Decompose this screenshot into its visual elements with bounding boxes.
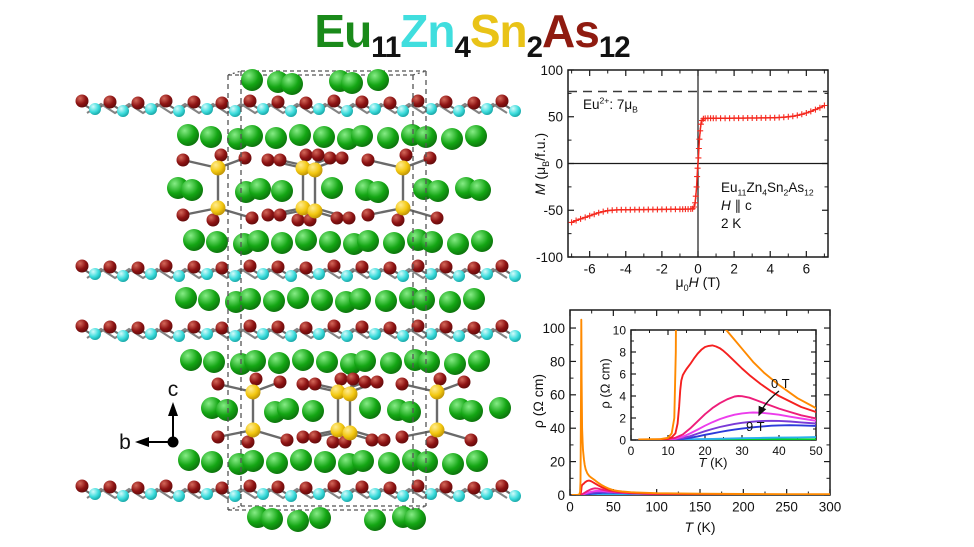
svg-text:2: 2 [619,411,626,425]
series-curves [571,318,830,495]
svg-text:150: 150 [689,500,712,515]
field-label-9T: 9 T [746,419,765,434]
sn2as6-unit [395,372,478,449]
svg-text:-50: -50 [543,203,563,218]
resistivity-panel: 0 50 100 150 200 250 300 0 20 40 60 80 100 0 10 20 30 40 5… [528,300,974,547]
svg-text:-2: -2 [656,262,668,277]
svg-text:2: 2 [730,262,738,277]
sn2as6-double-unit [261,148,356,227]
tick-labels: 0 10 20 30 40 50 0 2 4 6 8 10 [613,323,823,458]
svg-text:4: 4 [766,262,774,277]
mh-x-axis-label: μ0H (T) [675,274,721,293]
tick-labels: -6 -4 -2 0 2 4 6 -100 -50 0 50 100 [536,63,810,277]
c-axis-label: c [168,378,179,401]
unit-cell-vertical-edges [227,71,427,510]
svg-text:50: 50 [548,110,563,125]
sample-annotation: Eu11Zn4Sn2As12 H ∥ c 2 K [721,179,814,234]
svg-text:100: 100 [540,63,563,78]
svg-text:200: 200 [732,500,755,515]
svg-text:4: 4 [619,389,626,403]
svg-text:300: 300 [819,500,842,515]
temperature-label: 2 K [721,216,742,232]
magnetization-panel: -6 -4 -2 0 2 4 6 -100 -50 0 50 100 M (μB/f.u.) μ0H … [528,55,974,300]
sn2as6-double-unit [296,372,391,449]
eu-atom-row [177,124,487,150]
series-curves [638,330,816,440]
svg-text:60: 60 [550,388,565,403]
svg-text:-4: -4 [620,262,632,277]
inset-y-axis-label: ρ (Ω cm) [597,358,613,409]
b-axis-label: b [119,431,131,454]
magnetization-chart: -6 -4 -2 0 2 4 6 -100 -50 0 50 100 [536,63,829,277]
axis-indicator: cb [119,378,179,454]
znas-chain-layer [75,94,521,117]
svg-text:0: 0 [566,500,574,515]
znas-chain-layer [75,259,521,282]
field-direction-arrow-icon [758,390,780,417]
eu-atom-row [247,506,426,532]
eu-atom-row [167,177,491,203]
eu-atom-row [241,69,389,95]
svg-text:40: 40 [550,421,565,436]
inset-x-axis-label: T (K) [698,455,728,470]
field-orientation: H ∥ c [721,198,752,214]
svg-text:0: 0 [557,488,565,503]
svg-text:8: 8 [619,345,626,359]
svg-text:0: 0 [555,156,563,171]
c-axis-arrow-icon [168,402,178,416]
rho-x-axis-label: T (K) [684,519,716,535]
curve-blue [638,424,816,440]
svg-text:250: 250 [775,500,798,515]
svg-text:40: 40 [772,444,786,458]
major-ticks [630,329,817,441]
sn2as6-unit [211,372,294,449]
svg-text:-6: -6 [584,262,596,277]
mh-plus-markers [568,102,828,226]
svg-text:6: 6 [619,367,626,381]
axis-origin-dot [167,436,179,448]
svg-text:50: 50 [809,444,823,458]
svg-text:100: 100 [645,500,668,515]
sn2as6-unit [176,148,259,227]
svg-text:0: 0 [694,262,702,277]
eu-atom-row [201,397,511,423]
eu-atom-row [178,449,488,475]
curve-sky-blue [638,436,816,440]
svg-text:100: 100 [542,321,565,336]
svg-text:0: 0 [628,444,635,458]
major-ticks [569,310,831,496]
field-label-0T: 0 T [771,376,790,391]
curve-orange-0T [571,318,830,495]
svg-text:10: 10 [613,323,627,337]
svg-text:50: 50 [606,500,621,515]
svg-text:30: 30 [735,444,749,458]
sn2as6-unit [361,148,444,227]
svg-text:80: 80 [550,354,565,369]
curve-red [638,344,816,440]
crystal-structure: cb [75,69,521,532]
curve-pink [638,395,816,440]
svg-text:20: 20 [550,454,565,469]
znas-chain-layer [75,479,521,502]
svg-text:10: 10 [661,444,675,458]
b-axis-arrow-icon [135,437,149,447]
svg-text:-100: -100 [536,250,563,265]
svg-text:6: 6 [803,262,811,277]
eu-atom-row [175,287,485,313]
curve-violet [638,419,816,440]
sample-formula: Eu11Zn4Sn2As12 [721,180,814,198]
saturation-label: Eu2+: 7μB [583,95,638,115]
znas-chain-layer [75,319,521,342]
rho-y-axis-label: ρ (Ω cm) [530,373,546,429]
svg-text:20: 20 [698,444,712,458]
figure-title: Eu11Zn4Sn2As12 [314,5,630,65]
eu-atom-row [183,229,493,255]
eu-atom-row [180,349,490,375]
minor-ticks [568,70,828,257]
svg-text:0: 0 [619,433,626,447]
mh-y-axis-label: M (μB/f.u.) [532,132,551,196]
